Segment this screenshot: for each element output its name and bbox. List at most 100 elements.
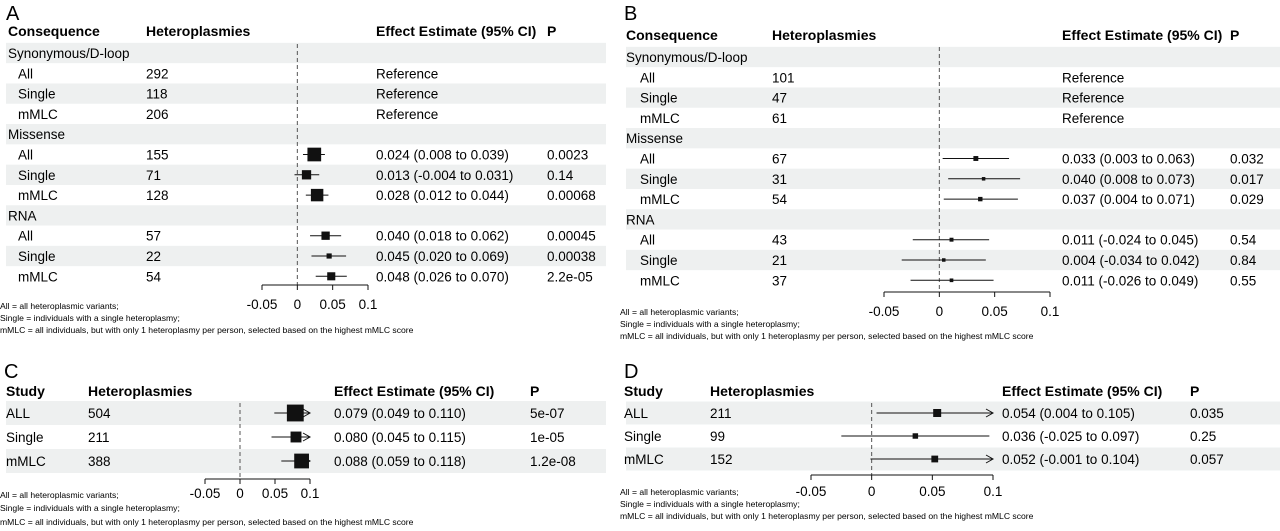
row-label: Single	[6, 430, 44, 445]
p-value: 5e-07	[530, 406, 565, 421]
row-label: Single	[18, 249, 56, 264]
p-value: 0.00068	[547, 188, 596, 203]
forest-plot-b: B Consequence Heteroplasmies Effect Estimat…	[620, 3, 1280, 341]
point-estimate	[973, 156, 979, 161]
row-label: All	[640, 152, 655, 167]
column-header-heteroplasmies: Heteroplasmies	[710, 383, 814, 399]
ci-arrow	[302, 432, 312, 442]
row-label: mMLC	[624, 452, 664, 467]
column-header-effect: Effect Estimate (95% CI)	[376, 23, 536, 39]
footnote: Single = individuals with a single heter…	[0, 313, 180, 323]
footnote: mMLC = all individuals, but with only 1 …	[620, 511, 1034, 521]
point-estimate	[949, 237, 954, 242]
row-bands	[626, 46, 1280, 271]
point-estimate	[931, 455, 939, 463]
p-value: 2.2e-05	[547, 269, 593, 284]
point-estimate	[301, 170, 312, 180]
panel-label: C	[4, 361, 18, 383]
row-band	[6, 245, 606, 267]
p-value: 0.032	[1230, 152, 1264, 167]
p-value: 0.035	[1190, 406, 1224, 421]
p-value: 0.057	[1190, 452, 1224, 467]
heteroplasmies-value: 211	[88, 430, 110, 445]
group-label: Missense	[626, 131, 683, 146]
column-header-heteroplasmies: Heteroplasmies	[772, 27, 876, 43]
point-estimate	[949, 278, 954, 283]
panel-label: D	[624, 361, 638, 383]
effect-estimate: 0.080 (0.045 to 0.115)	[334, 430, 466, 445]
effect-estimate: 0.028 (0.012 to 0.044)	[376, 188, 509, 203]
x-tick-label: -0.05	[247, 297, 278, 312]
effect-estimate: 0.040 (0.018 to 0.062)	[376, 229, 509, 244]
effect-estimate: 0.040 (0.008 to 0.073)	[1062, 172, 1195, 187]
effect-estimate: 0.045 (0.020 to 0.069)	[376, 249, 509, 264]
column-header-p: P	[547, 23, 556, 39]
row-label: Single	[640, 253, 678, 268]
effect-estimate: 0.013 (-0.004 to 0.031)	[376, 168, 513, 183]
footnote: mMLC = all individuals, but with only 1 …	[0, 517, 414, 527]
p-value: 0.14	[547, 168, 574, 183]
p-value: 0.00038	[547, 249, 596, 264]
panel-a: A Consequence Heteroplasmies Effect Estimat…	[0, 0, 620, 345]
footnote: mMLC = all individuals, but with only 1 …	[0, 325, 414, 335]
point-estimate	[326, 253, 332, 259]
footnote: All = all heteroplasmic variants;	[620, 487, 739, 497]
row-label: All	[18, 66, 33, 81]
point-estimate	[942, 258, 946, 262]
footnote: All = all heteroplasmic variants;	[620, 307, 739, 317]
p-value: 0.017	[1230, 172, 1264, 187]
effect-estimate: Reference	[376, 66, 438, 81]
row-band	[626, 87, 1280, 108]
column-header-heteroplasmies: Heteroplasmies	[146, 23, 250, 39]
heteroplasmies-value: 118	[146, 87, 168, 102]
p-value: 1.2e-08	[530, 454, 576, 469]
footnote: All = all heteroplasmic variants;	[0, 490, 119, 500]
footnote: All = all heteroplasmic variants;	[0, 301, 119, 311]
panel-b: B Consequence Heteroplasmies Effect Estimat…	[620, 0, 1280, 345]
column-header-effect: Effect Estimate (95% CI)	[334, 383, 494, 399]
x-tick-label: 0.1	[1041, 304, 1060, 319]
heteroplasmies-value: 54	[772, 192, 788, 207]
column-header-consequence: Study	[624, 383, 663, 399]
p-value: 0.00045	[547, 229, 596, 244]
row-band	[6, 42, 606, 64]
group-label: Synonymous/D-loop	[8, 46, 130, 61]
row-label: All	[640, 70, 655, 85]
row-label: All	[18, 229, 33, 244]
effect-estimate: 0.088 (0.059 to 0.118)	[334, 454, 466, 469]
heteroplasmies-value: 43	[772, 233, 787, 248]
footnote: Single = individuals with a single heter…	[620, 319, 800, 329]
column-header-effect: Effect Estimate (95% CI)	[1002, 383, 1162, 399]
effect-estimate: Reference	[1062, 91, 1124, 106]
effect-estimate: 0.054 (0.004 to 0.105)	[1002, 406, 1135, 421]
row-band	[6, 205, 606, 226]
effect-estimate: 0.037 (0.004 to 0.071)	[1062, 192, 1195, 207]
panel-d: D Study Heteroplasmies Effect Estimate (95%…	[620, 345, 1280, 531]
row-label: All	[640, 233, 655, 248]
x-tick-label: -0.05	[190, 486, 221, 501]
point-estimate	[978, 196, 983, 202]
heteroplasmies-value: 54	[146, 269, 162, 284]
heteroplasmies-value: 99	[710, 429, 725, 444]
heteroplasmies-value: 128	[146, 188, 169, 203]
point-estimate	[294, 453, 309, 469]
x-tick-label: 0.05	[262, 486, 288, 501]
row-label: mMLC	[640, 273, 680, 288]
column-header-consequence: Consequence	[626, 27, 718, 43]
effect-estimate: Reference	[376, 107, 438, 122]
group-label: RNA	[8, 208, 37, 223]
group-label: RNA	[626, 212, 655, 227]
x-tick-label: 0	[236, 486, 244, 501]
point-estimate	[981, 177, 986, 181]
x-tick-label: 0.1	[359, 297, 378, 312]
group-label: Synonymous/D-loop	[626, 50, 748, 65]
row-label: ALL	[624, 406, 649, 421]
p-value: 0.55	[1230, 273, 1256, 288]
column-header-effect: Effect Estimate (95% CI)	[1062, 27, 1222, 43]
heteroplasmies-value: 388	[88, 454, 111, 469]
row-band	[626, 128, 1280, 149]
effect-estimate: Reference	[1062, 111, 1124, 126]
heteroplasmies-value: 37	[772, 273, 787, 288]
